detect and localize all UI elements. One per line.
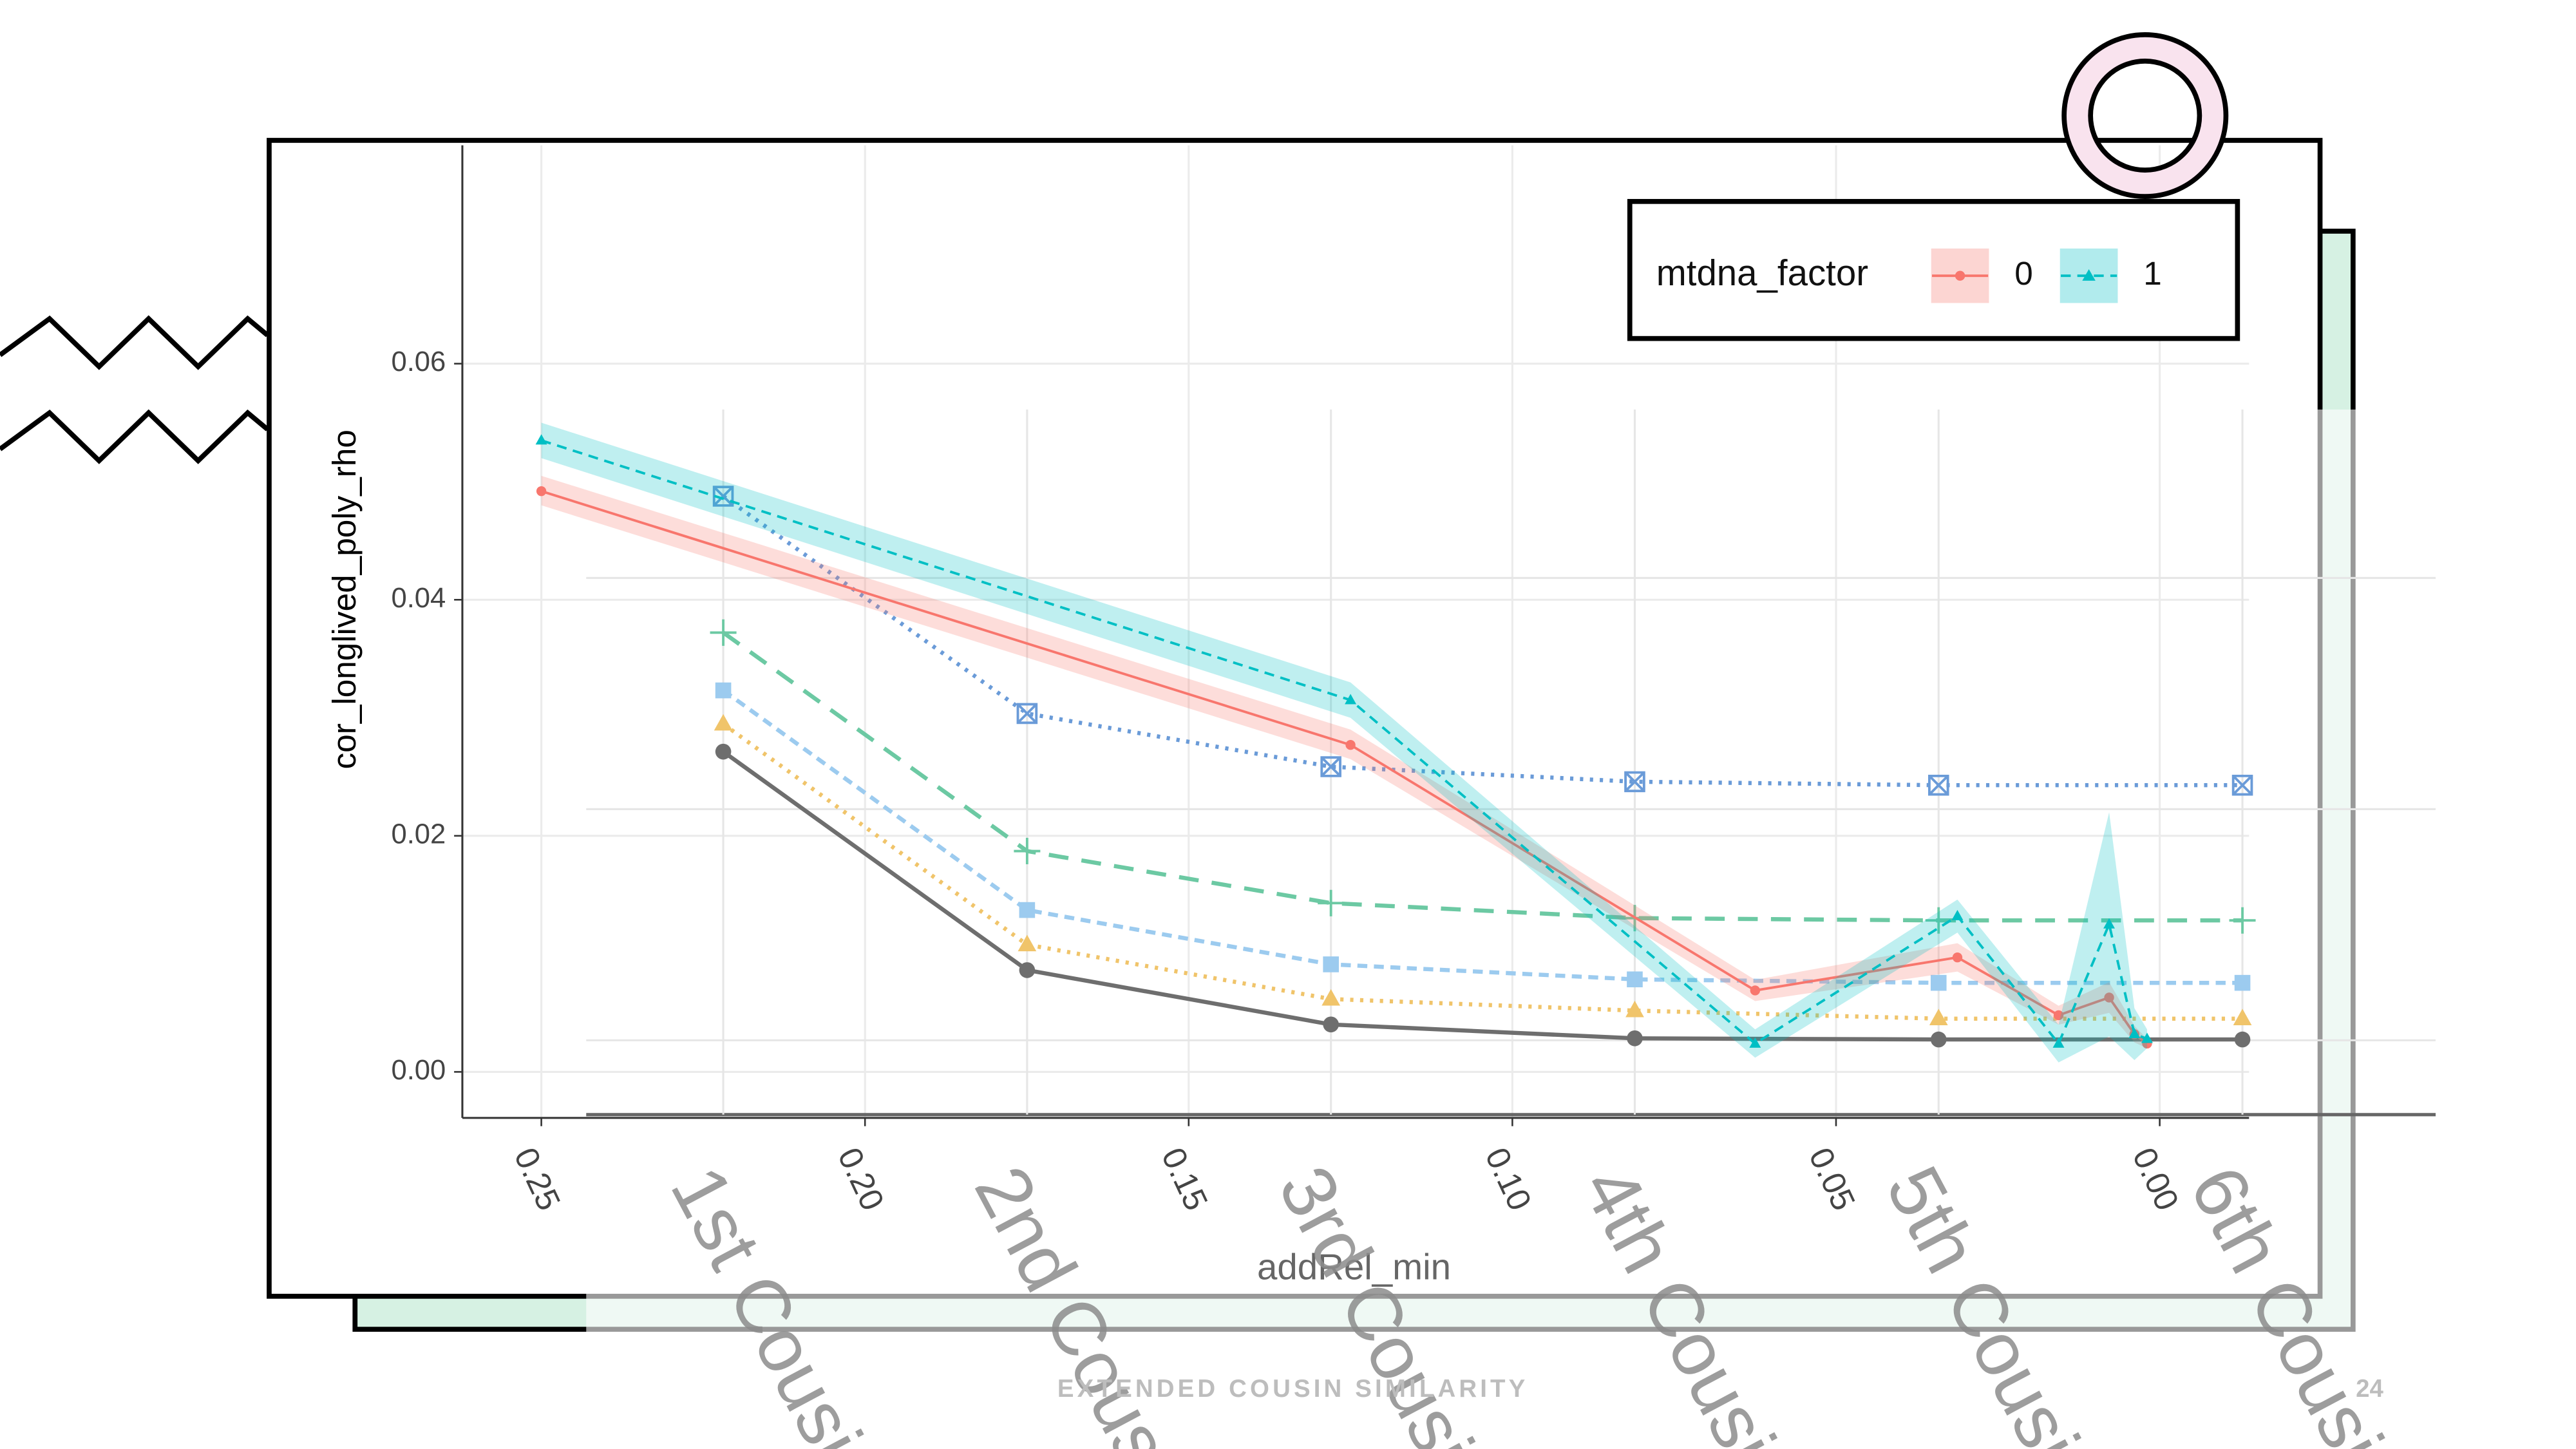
- point: [2234, 974, 2251, 991]
- point: [535, 434, 547, 445]
- point: [1951, 909, 1964, 920]
- point: [2103, 918, 2116, 929]
- overlay-chart-background: [586, 409, 2436, 1449]
- point: [710, 619, 737, 646]
- point: [1929, 1009, 1948, 1026]
- ring-decoration: [2061, 32, 2229, 199]
- point: [715, 682, 732, 699]
- point: [712, 486, 734, 507]
- point: [1345, 694, 1357, 705]
- zigzag: [0, 409, 269, 464]
- point: [2229, 907, 2256, 934]
- series-line: [722, 630, 2243, 923]
- point: [1625, 1000, 1644, 1018]
- series-line: [722, 494, 2243, 788]
- point: [2234, 1031, 2251, 1048]
- ring-decoration: [2088, 59, 2202, 173]
- point: [1014, 838, 1041, 865]
- point: [715, 743, 732, 760]
- footer-title: EXTENDED COUSIN SIMILARITY: [1057, 1375, 1529, 1403]
- point: [1927, 774, 1949, 796]
- legend-box: [1627, 198, 2240, 341]
- point: [1930, 974, 1947, 991]
- series-line: [540, 439, 2148, 1046]
- y-tick-label: 0.02: [391, 819, 446, 849]
- series-line: [722, 688, 2243, 985]
- point: [1930, 1031, 1947, 1048]
- point: [1320, 756, 1341, 777]
- y-tick-label: 0.00: [391, 1055, 446, 1086]
- point: [1018, 934, 1037, 952]
- point: [536, 486, 547, 497]
- legend-key: [2082, 269, 2096, 281]
- point: [1627, 1030, 1643, 1046]
- point: [1019, 902, 1036, 918]
- point: [2128, 1028, 2141, 1039]
- point: [1749, 1037, 1761, 1048]
- point: [2053, 1010, 2064, 1021]
- y-axis-label: cor_longlived_poly_rho: [326, 430, 363, 769]
- point: [1323, 956, 1339, 972]
- series-line: [722, 750, 2243, 1042]
- point: [714, 714, 733, 731]
- point: [1750, 985, 1761, 996]
- legend-label: 0: [2014, 255, 2033, 292]
- point: [1952, 952, 1963, 963]
- overlay-chart: [586, 409, 2436, 1117]
- point: [1323, 1016, 1339, 1033]
- y-tick-label: 0.06: [391, 346, 446, 377]
- point: [2231, 774, 2253, 796]
- legend-key: [1955, 270, 1965, 281]
- point: [1925, 907, 1952, 934]
- y-tick-label: 0.04: [391, 583, 446, 614]
- point: [1345, 740, 1356, 750]
- point: [2141, 1032, 2153, 1043]
- point: [1627, 971, 1643, 988]
- point: [1019, 962, 1036, 978]
- confidence-ribbon: [541, 422, 2147, 1063]
- main-series: [535, 422, 2153, 1063]
- point: [1016, 703, 1038, 724]
- ring-decoration: [2064, 34, 2226, 197]
- series-line: [541, 489, 2148, 1045]
- x-axis-label: addRel_min: [1257, 1247, 1451, 1287]
- legend-title: mtdna_factor: [1656, 252, 1868, 293]
- point: [1624, 771, 1645, 793]
- point: [2104, 992, 2114, 1003]
- point: [2052, 1037, 2065, 1048]
- point: [1321, 989, 1341, 1006]
- zigzag: [0, 315, 269, 370]
- page-number: 24: [2356, 1375, 2383, 1403]
- point: [1318, 889, 1345, 916]
- legend-label: 1: [2143, 255, 2162, 292]
- point: [2233, 1009, 2252, 1026]
- confidence-ribbon: [541, 475, 2147, 1048]
